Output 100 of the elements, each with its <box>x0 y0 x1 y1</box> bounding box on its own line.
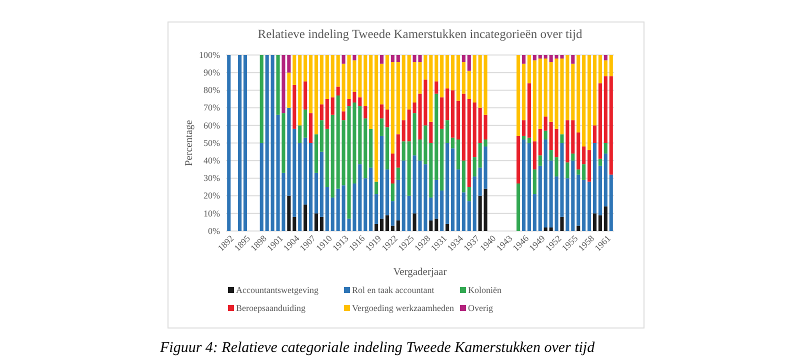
bar <box>592 143 597 214</box>
bar <box>292 84 296 129</box>
bar <box>576 55 580 132</box>
bar <box>304 204 308 231</box>
bar <box>450 148 455 231</box>
bar <box>402 141 406 161</box>
bar <box>527 83 531 138</box>
bar <box>478 108 482 143</box>
bar <box>598 55 602 84</box>
bar <box>380 218 384 231</box>
bar <box>538 155 542 166</box>
bar <box>320 216 324 231</box>
y-axis-title: Percentage <box>184 120 195 166</box>
bar <box>456 100 460 140</box>
bar <box>522 55 526 64</box>
bar <box>571 55 575 64</box>
bar <box>434 55 438 82</box>
bar <box>604 55 608 60</box>
bar <box>484 139 488 147</box>
bar <box>467 55 471 71</box>
bar <box>484 55 488 115</box>
bar <box>364 106 368 118</box>
bar <box>566 162 570 178</box>
bar <box>358 106 362 164</box>
bar <box>304 110 308 138</box>
bar <box>380 104 384 118</box>
bar <box>604 206 608 231</box>
bar <box>292 216 296 231</box>
bar <box>434 94 438 180</box>
bar <box>287 196 291 231</box>
bar <box>450 90 455 138</box>
bar <box>320 55 324 104</box>
bar <box>560 134 564 143</box>
bar <box>472 157 476 176</box>
text: Figuur 4: Relatieve categoriale indeling Tweede Kamerstukken over tijd <box>159 340 596 356</box>
bar <box>320 120 324 152</box>
bar <box>440 55 444 98</box>
bar <box>358 164 362 231</box>
bar <box>390 62 394 154</box>
bar <box>571 160 575 231</box>
y-tick-label: 30% <box>204 173 220 184</box>
bar <box>369 128 373 168</box>
bar <box>369 168 373 231</box>
bar <box>522 139 526 231</box>
bar <box>434 180 438 219</box>
bar <box>238 55 242 231</box>
bar <box>544 227 548 231</box>
bar <box>472 102 476 158</box>
y-tick-label: 100% <box>199 50 220 60</box>
bar <box>446 120 450 143</box>
bar <box>320 152 324 217</box>
bar <box>549 227 553 231</box>
bar <box>532 141 536 170</box>
bar <box>396 134 400 168</box>
bar <box>462 55 466 62</box>
bar <box>532 60 536 142</box>
y-tick-label: 60% <box>204 120 220 130</box>
bar <box>287 72 291 108</box>
bar <box>342 111 346 120</box>
bar <box>429 143 433 198</box>
bar <box>380 118 384 136</box>
bar <box>352 55 356 60</box>
bar <box>538 166 542 231</box>
legend-label: Overig <box>468 303 494 313</box>
x-tick-label: 1961 <box>592 233 612 254</box>
bar <box>588 150 592 182</box>
bar <box>609 55 613 76</box>
bar <box>582 180 586 231</box>
bar <box>516 183 520 231</box>
bar <box>571 64 575 120</box>
bar <box>538 58 542 129</box>
bar <box>390 55 394 62</box>
bar <box>390 183 394 202</box>
legend-label: Accountantswetgeving <box>236 285 319 295</box>
bar <box>402 120 406 142</box>
bar <box>336 95 340 189</box>
x-tick-label: 1901 <box>265 233 285 254</box>
bar <box>407 55 411 110</box>
bar <box>576 169 580 175</box>
y-tick-label: 20% <box>204 190 220 201</box>
bar <box>532 169 536 194</box>
bar <box>374 194 378 224</box>
bar <box>456 139 460 170</box>
bar <box>582 146 586 164</box>
bar <box>532 55 536 60</box>
bar <box>260 55 264 143</box>
bar <box>609 174 613 231</box>
bar <box>298 143 302 231</box>
bar <box>407 141 411 196</box>
bar <box>429 122 433 143</box>
bar <box>390 201 394 226</box>
bar <box>396 180 400 220</box>
bar <box>532 194 536 231</box>
y-tick-label: 50% <box>204 138 220 148</box>
bar <box>566 120 570 162</box>
bar <box>402 55 406 120</box>
bar <box>380 136 384 219</box>
bar <box>571 120 575 154</box>
bar <box>374 55 378 182</box>
bar <box>478 55 482 108</box>
